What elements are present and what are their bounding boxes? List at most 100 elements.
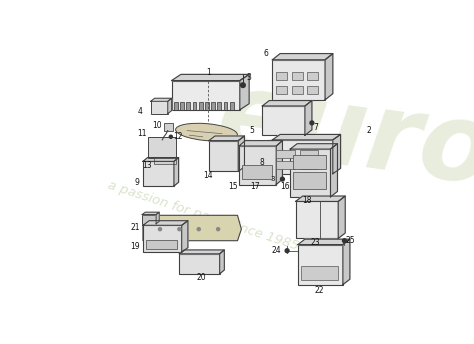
FancyBboxPatch shape [273, 60, 325, 100]
Circle shape [281, 177, 284, 181]
FancyBboxPatch shape [242, 165, 272, 179]
Text: 9: 9 [135, 179, 140, 187]
Text: 25: 25 [346, 236, 356, 245]
Polygon shape [156, 212, 159, 224]
FancyBboxPatch shape [143, 225, 182, 252]
Text: 2: 2 [367, 126, 372, 135]
Polygon shape [290, 144, 337, 149]
Text: 1: 1 [207, 68, 211, 77]
Text: 3: 3 [246, 73, 251, 82]
Text: a passion for parts since 1985: a passion for parts since 1985 [106, 178, 300, 252]
Polygon shape [262, 100, 312, 106]
FancyBboxPatch shape [151, 101, 168, 114]
FancyBboxPatch shape [273, 140, 333, 174]
Polygon shape [305, 100, 312, 135]
FancyBboxPatch shape [174, 102, 178, 110]
Polygon shape [330, 144, 337, 197]
FancyBboxPatch shape [218, 102, 221, 110]
Text: 6: 6 [264, 49, 269, 58]
FancyBboxPatch shape [154, 158, 175, 164]
Text: 24: 24 [271, 246, 281, 255]
Polygon shape [179, 250, 224, 254]
FancyBboxPatch shape [300, 150, 318, 158]
Circle shape [343, 239, 346, 243]
FancyBboxPatch shape [276, 72, 287, 80]
Circle shape [217, 228, 219, 231]
FancyBboxPatch shape [292, 86, 302, 94]
Polygon shape [325, 54, 333, 100]
Text: eurospares: eurospares [210, 64, 474, 264]
Circle shape [310, 121, 314, 125]
Polygon shape [142, 212, 159, 215]
Polygon shape [296, 196, 345, 202]
FancyBboxPatch shape [307, 72, 318, 80]
Polygon shape [276, 141, 283, 184]
Text: 15: 15 [228, 182, 238, 191]
Polygon shape [298, 239, 350, 245]
FancyBboxPatch shape [211, 102, 215, 110]
Polygon shape [172, 74, 249, 80]
Text: 19: 19 [130, 243, 140, 251]
FancyBboxPatch shape [290, 149, 330, 197]
FancyBboxPatch shape [262, 106, 305, 135]
Polygon shape [143, 221, 188, 225]
FancyBboxPatch shape [224, 102, 228, 110]
Text: 12: 12 [173, 132, 182, 141]
Polygon shape [182, 221, 188, 252]
Polygon shape [219, 250, 224, 274]
FancyBboxPatch shape [186, 102, 190, 110]
FancyBboxPatch shape [180, 102, 184, 110]
FancyBboxPatch shape [276, 86, 287, 94]
FancyBboxPatch shape [142, 215, 156, 224]
Polygon shape [143, 215, 241, 241]
Text: 8: 8 [259, 158, 264, 167]
FancyBboxPatch shape [293, 155, 326, 169]
Text: 13: 13 [143, 161, 152, 170]
Text: 10: 10 [153, 121, 162, 130]
Polygon shape [174, 158, 179, 186]
FancyBboxPatch shape [300, 161, 318, 169]
FancyBboxPatch shape [301, 266, 338, 280]
Text: 21: 21 [130, 223, 140, 232]
FancyBboxPatch shape [276, 150, 295, 158]
Ellipse shape [175, 123, 237, 141]
FancyBboxPatch shape [209, 141, 238, 171]
Text: 3: 3 [271, 176, 275, 182]
FancyBboxPatch shape [192, 102, 196, 110]
Circle shape [178, 228, 181, 231]
Text: 20: 20 [196, 273, 206, 282]
Polygon shape [273, 135, 341, 140]
Text: 4: 4 [138, 107, 143, 116]
Text: 23: 23 [310, 238, 320, 247]
FancyBboxPatch shape [292, 72, 302, 80]
Text: 18: 18 [302, 196, 312, 205]
FancyBboxPatch shape [164, 123, 173, 131]
Text: 11: 11 [137, 129, 147, 138]
Circle shape [158, 228, 162, 231]
FancyBboxPatch shape [230, 102, 234, 110]
FancyBboxPatch shape [298, 245, 343, 284]
Polygon shape [168, 98, 172, 114]
Text: 17: 17 [250, 182, 260, 191]
FancyBboxPatch shape [179, 254, 219, 274]
FancyBboxPatch shape [143, 161, 174, 186]
Circle shape [241, 83, 245, 87]
Polygon shape [333, 135, 341, 174]
FancyBboxPatch shape [276, 161, 295, 169]
Polygon shape [338, 196, 345, 238]
Polygon shape [209, 136, 245, 141]
FancyBboxPatch shape [147, 137, 175, 158]
Polygon shape [240, 74, 249, 110]
Circle shape [169, 135, 173, 138]
FancyBboxPatch shape [172, 80, 240, 110]
Text: 5: 5 [249, 126, 254, 135]
Circle shape [285, 249, 289, 252]
FancyBboxPatch shape [239, 146, 276, 184]
Polygon shape [151, 98, 172, 101]
FancyBboxPatch shape [293, 172, 326, 189]
FancyBboxPatch shape [199, 102, 202, 110]
Text: 7: 7 [313, 123, 319, 132]
Polygon shape [239, 141, 283, 146]
Circle shape [197, 228, 201, 231]
Text: 14: 14 [203, 171, 213, 180]
